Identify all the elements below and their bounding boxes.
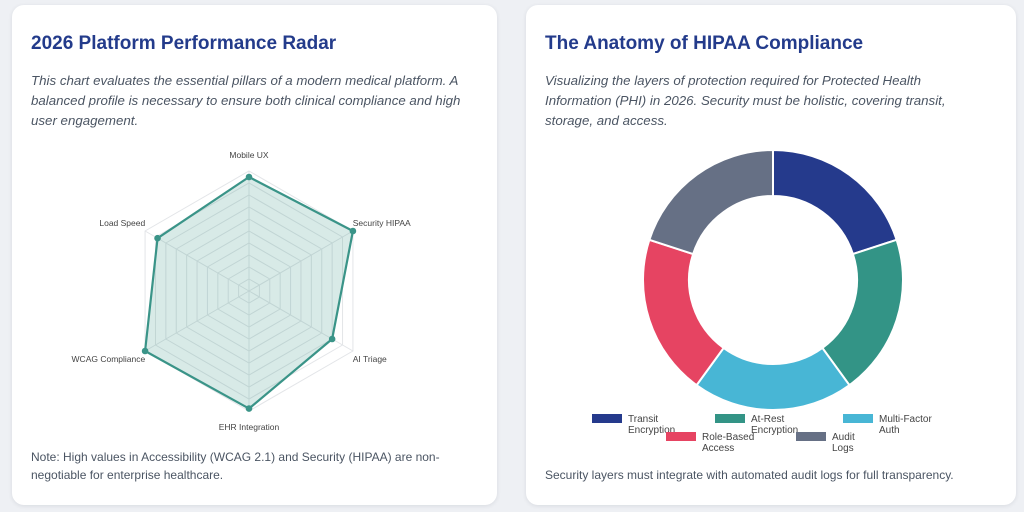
radar-card: 2026 Platform Performance Radar This cha… bbox=[12, 5, 497, 505]
radar-point bbox=[245, 405, 253, 412]
radar-spoke bbox=[144, 290, 250, 352]
donut-slice bbox=[642, 238, 726, 387]
radar-axis-label: WCAG Compliance bbox=[72, 354, 146, 364]
radar-grid bbox=[144, 170, 354, 412]
radar-point bbox=[245, 173, 253, 181]
donut-slice bbox=[648, 148, 774, 256]
donut-slice bbox=[772, 148, 898, 256]
donut-slice bbox=[695, 346, 851, 411]
radar-card-description: This chart evaluates the essential pilla… bbox=[31, 73, 461, 128]
radar-axis-label: Mobile UX bbox=[229, 150, 269, 160]
radar-axis-label: Security HIPAA bbox=[353, 218, 411, 228]
donut-card: The Anatomy of HIPAA Compliance Visualiz… bbox=[526, 5, 1016, 505]
radar-spoke bbox=[144, 230, 250, 292]
legend-label: Role-Based Access bbox=[702, 432, 754, 454]
radar-series-area bbox=[143, 175, 355, 410]
legend-swatch bbox=[715, 414, 745, 423]
radar-point bbox=[349, 227, 357, 235]
donut-chart: Transit Encryption At-Rest Encryption Multi-… bbox=[592, 148, 932, 454]
radar-spoke bbox=[248, 290, 354, 352]
legend-label: At-Rest Encryption bbox=[751, 414, 798, 436]
radar-point bbox=[141, 347, 149, 355]
donut-card-title: The Anatomy of HIPAA Compliance bbox=[545, 33, 864, 54]
legend-swatch bbox=[666, 432, 696, 441]
radar-point bbox=[328, 335, 336, 343]
radar-axis-label: Load Speed bbox=[99, 218, 145, 228]
legend-swatch bbox=[843, 414, 873, 423]
legend-label: Audit Logs bbox=[832, 432, 855, 454]
legend-label: Multi-Factor Auth bbox=[879, 414, 932, 436]
radar-card-title: 2026 Platform Performance Radar bbox=[31, 33, 337, 54]
radar-axis-label: AI Triage bbox=[353, 354, 387, 364]
legend-swatch bbox=[796, 432, 826, 441]
legend-swatch bbox=[592, 414, 622, 423]
donut-card-description: Visualizing the layers of protection req… bbox=[545, 73, 946, 128]
radar-chart: Mobile UX Security HIPAA AI Triage EHR Inte… bbox=[72, 150, 412, 432]
radar-card-note: Note: High values in Accessibility (WCAG… bbox=[31, 450, 440, 482]
radar-spoke bbox=[248, 230, 354, 292]
donut-card-note: Security layers must integrate with auto… bbox=[545, 468, 954, 482]
donut-legend: Transit Encryption At-Rest Encryption Multi-… bbox=[592, 414, 932, 454]
radar-axis-label: EHR Integration bbox=[219, 422, 280, 432]
radar-point bbox=[154, 234, 161, 242]
legend-label: Transit Encryption bbox=[628, 414, 675, 436]
